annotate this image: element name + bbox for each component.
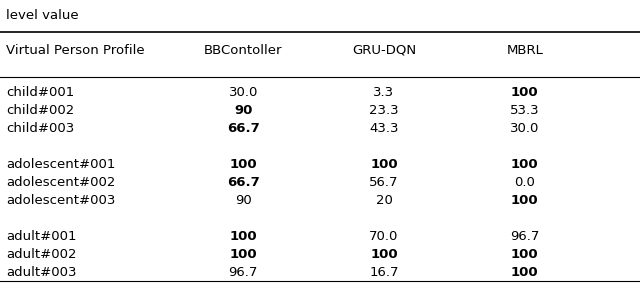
Text: child#002: child#002 [6, 104, 75, 117]
Text: GRU-DQN: GRU-DQN [352, 44, 416, 57]
Text: adult#002: adult#002 [6, 248, 77, 261]
Text: 53.3: 53.3 [510, 104, 540, 117]
Text: 100: 100 [229, 230, 257, 243]
Text: 56.7: 56.7 [369, 176, 399, 189]
Text: adolescent#003: adolescent#003 [6, 194, 116, 207]
Text: 3.3: 3.3 [373, 86, 395, 99]
Text: 100: 100 [370, 158, 398, 171]
Text: child#003: child#003 [6, 122, 75, 135]
Text: child#001: child#001 [6, 86, 75, 99]
Text: MBRL: MBRL [506, 44, 543, 57]
Text: 100: 100 [511, 266, 539, 279]
Text: 66.7: 66.7 [227, 122, 260, 135]
Text: level value: level value [6, 9, 79, 22]
Text: 100: 100 [511, 158, 539, 171]
Text: 100: 100 [511, 248, 539, 261]
Text: BBContoller: BBContoller [204, 44, 282, 57]
Text: 96.7: 96.7 [510, 230, 540, 243]
Text: 23.3: 23.3 [369, 104, 399, 117]
Text: adolescent#002: adolescent#002 [6, 176, 116, 189]
Text: adult#003: adult#003 [6, 266, 77, 279]
Text: 0.0: 0.0 [515, 176, 535, 189]
Text: adult#001: adult#001 [6, 230, 77, 243]
Text: 100: 100 [229, 248, 257, 261]
Text: 66.7: 66.7 [227, 176, 260, 189]
Text: 90: 90 [234, 104, 252, 117]
Text: Virtual Person Profile: Virtual Person Profile [6, 44, 145, 57]
Text: 20: 20 [376, 194, 392, 207]
Text: 16.7: 16.7 [369, 266, 399, 279]
Text: 100: 100 [511, 194, 539, 207]
Text: 30.0: 30.0 [228, 86, 258, 99]
Text: adolescent#001: adolescent#001 [6, 158, 116, 171]
Text: 43.3: 43.3 [369, 122, 399, 135]
Text: 96.7: 96.7 [228, 266, 258, 279]
Text: 70.0: 70.0 [369, 230, 399, 243]
Text: 30.0: 30.0 [510, 122, 540, 135]
Text: 100: 100 [370, 248, 398, 261]
Text: 90: 90 [235, 194, 252, 207]
Text: 100: 100 [511, 86, 539, 99]
Text: 100: 100 [229, 158, 257, 171]
